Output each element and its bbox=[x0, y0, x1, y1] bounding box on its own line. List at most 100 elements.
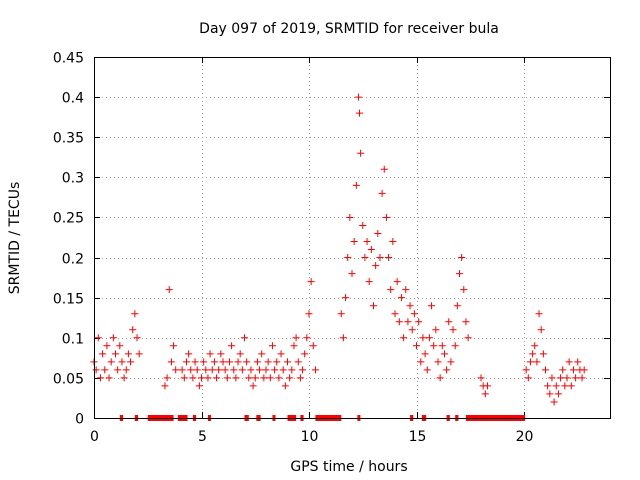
data-point bbox=[292, 334, 300, 342]
data-point bbox=[404, 318, 412, 326]
data-point bbox=[524, 374, 532, 382]
data-point bbox=[434, 358, 442, 366]
data-point bbox=[94, 334, 102, 342]
data-point bbox=[124, 350, 132, 358]
data-point bbox=[445, 318, 453, 326]
data-point bbox=[311, 366, 319, 374]
data-point bbox=[309, 342, 317, 350]
data-point bbox=[266, 374, 274, 382]
data-point bbox=[253, 358, 261, 366]
data-point bbox=[554, 390, 562, 398]
data-point bbox=[167, 358, 175, 366]
y-tick-label: 0.15 bbox=[53, 292, 84, 308]
data-point bbox=[133, 334, 141, 342]
data-point bbox=[249, 382, 257, 390]
data-point bbox=[284, 358, 291, 366]
data-point bbox=[458, 254, 466, 262]
data-point bbox=[529, 350, 537, 358]
data-point bbox=[161, 382, 169, 390]
data-point bbox=[219, 358, 227, 366]
data-point bbox=[443, 366, 451, 374]
data-point bbox=[533, 358, 541, 366]
data-point bbox=[449, 326, 457, 334]
data-point bbox=[546, 390, 554, 398]
data-point bbox=[206, 350, 214, 358]
data-point bbox=[191, 358, 199, 366]
data-point bbox=[402, 286, 410, 294]
data-point bbox=[202, 366, 210, 374]
data-point bbox=[544, 382, 552, 390]
data-point bbox=[92, 366, 100, 374]
data-point bbox=[526, 358, 534, 366]
y-tick-label: 0.35 bbox=[53, 131, 84, 147]
data-point bbox=[198, 374, 205, 382]
data-point bbox=[387, 286, 395, 294]
data-point bbox=[221, 366, 229, 374]
data-point bbox=[99, 350, 107, 358]
data-point bbox=[122, 366, 130, 374]
data-point bbox=[288, 366, 296, 374]
data-point bbox=[189, 374, 197, 382]
data-point bbox=[539, 350, 547, 358]
data-point bbox=[410, 310, 418, 318]
y-tick-label: 0.45 bbox=[53, 51, 84, 67]
data-point bbox=[208, 366, 216, 374]
data-point bbox=[109, 334, 117, 342]
data-point bbox=[294, 358, 302, 366]
data-point bbox=[408, 326, 416, 334]
data-point bbox=[215, 366, 223, 374]
data-point bbox=[550, 398, 558, 406]
chart-title: Day 097 of 2019, SRMTID for receiver bul… bbox=[199, 21, 499, 37]
x-tick-label: 15 bbox=[409, 429, 427, 445]
data-point bbox=[281, 382, 289, 390]
x-axis-title: GPS time / hours bbox=[290, 459, 407, 475]
data-point bbox=[131, 310, 139, 318]
data-point bbox=[234, 358, 242, 366]
data-point bbox=[187, 366, 195, 374]
data-point bbox=[344, 254, 352, 262]
data-point bbox=[367, 246, 375, 254]
data-point bbox=[245, 374, 253, 382]
data-point bbox=[557, 374, 565, 382]
data-point bbox=[561, 382, 569, 390]
data-point bbox=[193, 366, 201, 374]
data-point bbox=[374, 229, 382, 237]
y-tick-label: 0.2 bbox=[62, 252, 84, 268]
data-point bbox=[542, 366, 549, 374]
data-point bbox=[419, 334, 427, 342]
x-tick-label: 20 bbox=[516, 429, 534, 445]
data-point bbox=[120, 374, 128, 382]
plot-frame bbox=[94, 57, 611, 419]
data-point bbox=[425, 334, 433, 342]
data-point bbox=[430, 342, 438, 350]
data-point bbox=[567, 382, 575, 390]
data-point bbox=[305, 310, 313, 318]
data-point bbox=[228, 342, 236, 350]
data-point bbox=[537, 326, 545, 334]
data-point bbox=[352, 181, 360, 189]
data-point bbox=[258, 350, 266, 358]
data-point bbox=[286, 374, 294, 382]
data-point bbox=[535, 310, 543, 318]
data-point bbox=[301, 350, 309, 358]
data-point bbox=[243, 358, 251, 366]
data-point bbox=[440, 350, 448, 358]
data-point bbox=[376, 254, 384, 262]
data-point bbox=[413, 342, 420, 350]
data-point bbox=[116, 342, 124, 350]
data-point bbox=[421, 350, 429, 358]
data-point bbox=[223, 374, 231, 382]
data-point bbox=[378, 189, 386, 197]
data-point bbox=[574, 358, 582, 366]
data-point bbox=[417, 358, 425, 366]
data-point bbox=[118, 358, 126, 366]
data-point bbox=[185, 350, 193, 358]
data-point bbox=[406, 302, 414, 310]
data-point bbox=[96, 374, 104, 382]
y-tick-label: 0.25 bbox=[53, 211, 84, 227]
data-point bbox=[447, 358, 455, 366]
data-point bbox=[464, 334, 472, 342]
data-point bbox=[236, 350, 244, 358]
data-point bbox=[363, 238, 371, 246]
